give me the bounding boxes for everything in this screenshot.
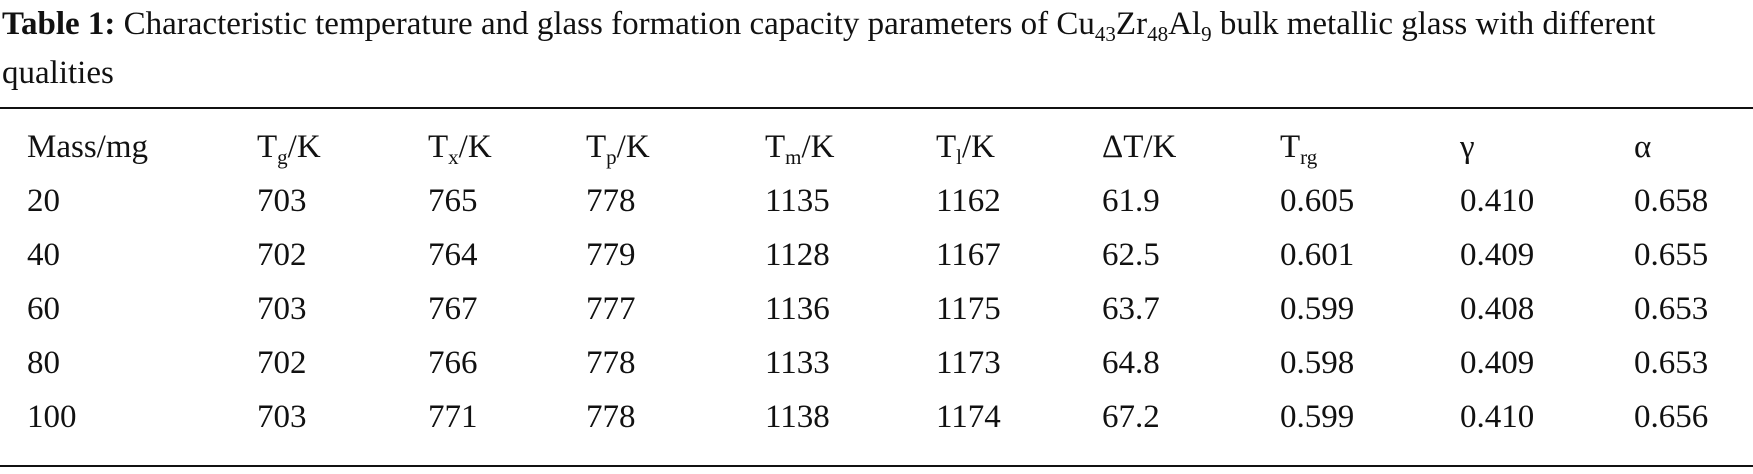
cell-tm: 1135 [765,183,830,219]
caption-sub-zr: 48 [1147,22,1169,46]
cell-alpha: 0.655 [1634,237,1709,273]
cell-trg: 0.605 [1280,183,1355,219]
cell-tg: 703 [257,183,307,219]
cell-trg: 0.599 [1280,291,1355,327]
cell-trg: 0.599 [1280,399,1355,435]
cell-alpha: 0.653 [1634,291,1709,327]
cell-tm: 1136 [765,291,830,327]
cell-tp: 778 [586,345,636,381]
cell-alpha: 0.653 [1634,345,1709,381]
cell-tl: 1173 [936,345,1001,381]
cell-mass: 60 [27,291,60,327]
cell-tg: 703 [257,399,307,435]
cell-tl: 1175 [936,291,1001,327]
cell-tx: 764 [428,237,478,273]
caption-text-end: bulk metallic glass with different quali… [2,6,1656,91]
table-caption: Table 1: Characteristic temperature and … [2,0,1750,98]
cell-tp: 778 [586,399,636,435]
cell-tx: 767 [428,291,478,327]
cell-tx: 765 [428,183,478,219]
cell-tl: 1167 [936,237,1001,273]
table-row: 100 703 771 778 1138 1174 67.2 0.599 0.4… [0,392,1753,442]
cell-gamma: 0.410 [1460,183,1535,219]
cell-mass: 40 [27,237,60,273]
cell-tl: 1162 [936,183,1001,219]
cell-gamma: 0.408 [1460,291,1535,327]
header-tm: Tm/K [765,129,835,169]
caption-text-al: Al [1168,6,1202,42]
cell-delta-t: 64.8 [1102,345,1160,381]
cell-tp: 777 [586,291,636,327]
cell-mass: 100 [27,399,77,435]
caption-text-start: Characteristic temperature and glass for… [115,6,1095,42]
header-tl: Tl/K [936,129,996,169]
cell-tg: 703 [257,291,307,327]
cell-delta-t: 62.5 [1102,237,1160,273]
cell-mass: 80 [27,345,60,381]
cell-delta-t: 61.9 [1102,183,1160,219]
caption-text-zr: Zr [1115,6,1148,42]
caption-sub-cu: 43 [1094,22,1116,46]
cell-trg: 0.601 [1280,237,1355,273]
cell-tm: 1128 [765,237,830,273]
cell-tx: 771 [428,399,478,435]
header-mass: Mass/mg [27,129,149,165]
header-tg: Tg/K [257,129,321,169]
cell-tp: 778 [586,183,636,219]
cell-alpha: 0.658 [1634,183,1709,219]
cell-tx: 766 [428,345,478,381]
table-row: 40 702 764 779 1128 1167 62.5 0.601 0.40… [0,230,1753,280]
header-trg: Trg [1280,129,1318,169]
header-alpha: α [1634,129,1652,165]
caption-sub-al: 9 [1201,22,1212,46]
table-bottom-rule [0,465,1753,467]
table-header-row: Mass/mg Tg/K Tx/K Tp/K Tm/K Tl/K ΔT/K Tr… [0,122,1753,172]
table-row: 20 703 765 778 1135 1162 61.9 0.605 0.41… [0,176,1753,226]
table-row: 80 702 766 778 1133 1173 64.8 0.598 0.40… [0,338,1753,388]
cell-delta-t: 63.7 [1102,291,1160,327]
header-delta-t: ΔT/K [1102,129,1177,165]
cell-mass: 20 [27,183,60,219]
cell-trg: 0.598 [1280,345,1355,381]
cell-tg: 702 [257,237,307,273]
cell-alpha: 0.656 [1634,399,1709,435]
header-tp: Tp/K [586,129,650,169]
cell-tg: 702 [257,345,307,381]
cell-gamma: 0.409 [1460,237,1535,273]
cell-delta-t: 67.2 [1102,399,1160,435]
table-top-rule [0,107,1753,109]
cell-tl: 1174 [936,399,1001,435]
header-tx: Tx/K [428,129,492,169]
header-gamma: γ [1460,129,1475,165]
caption-label: Table 1: [2,6,116,42]
cell-gamma: 0.409 [1460,345,1535,381]
cell-tp: 779 [586,237,636,273]
cell-tm: 1133 [765,345,830,381]
cell-tm: 1138 [765,399,830,435]
table-row: 60 703 767 777 1136 1175 63.7 0.599 0.40… [0,284,1753,334]
cell-gamma: 0.410 [1460,399,1535,435]
